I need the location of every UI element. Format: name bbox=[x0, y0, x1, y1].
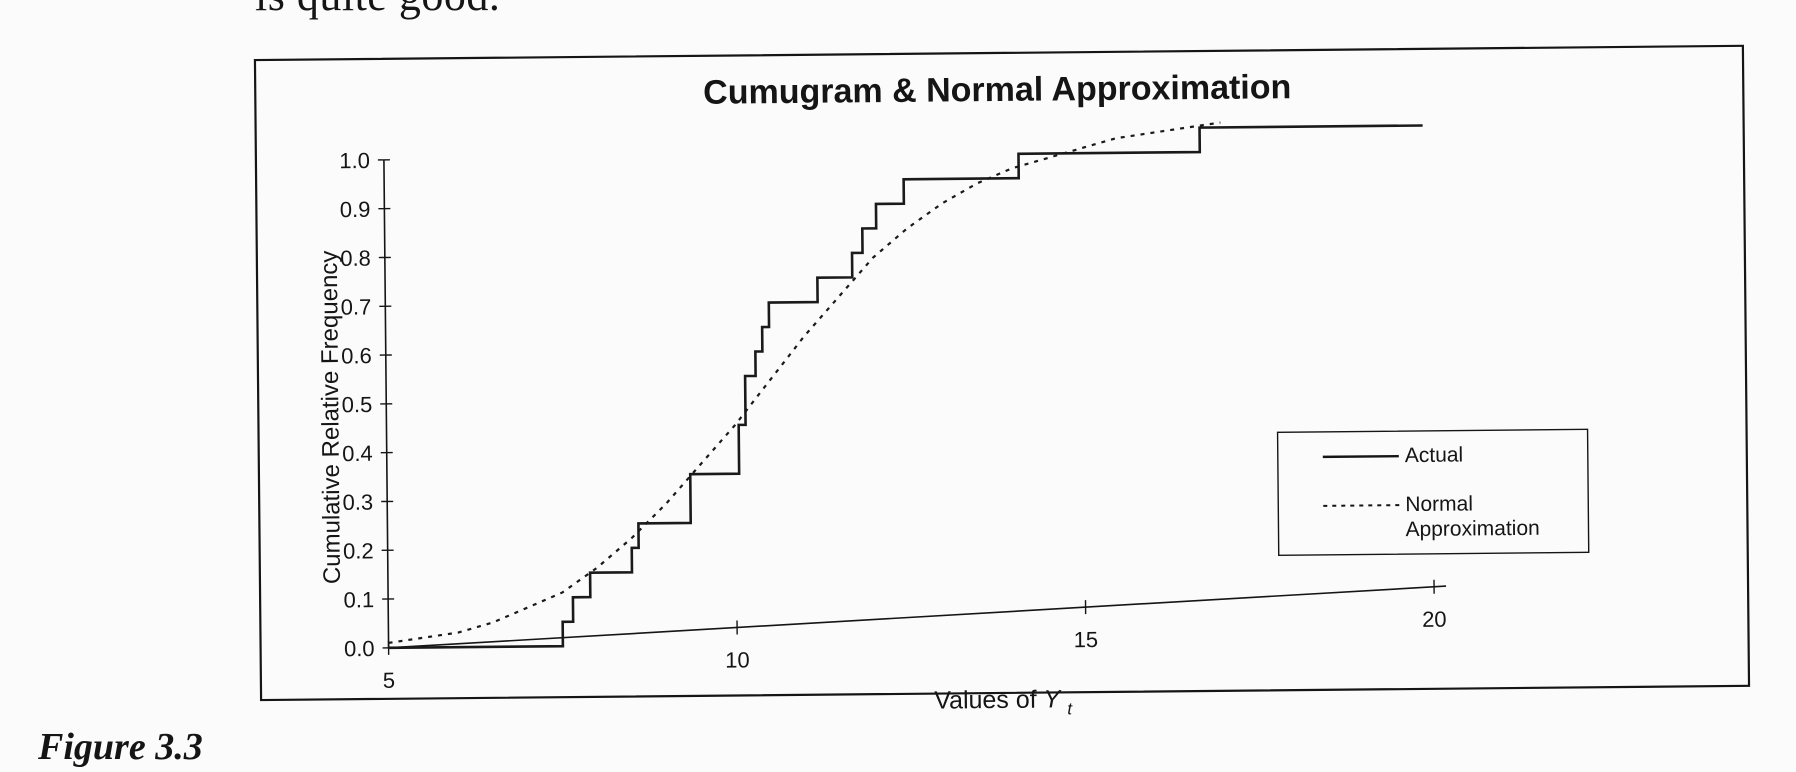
figure-label: Figure 3.3 bbox=[38, 726, 203, 768]
y-tick-label: 0.8 bbox=[340, 246, 371, 271]
legend-box bbox=[1276, 428, 1590, 556]
x-axis-line bbox=[388, 585, 1447, 649]
y-tick-label: 0.6 bbox=[341, 343, 372, 368]
plot-area: 0.0 0.1 0.2 0.3 0.4 0.5 0.6 0.7 0.8 0.9 1.0 5 10 15 20 bbox=[339, 121, 1447, 693]
x-axis-label-subscript: t bbox=[1067, 699, 1073, 718]
y-tick-label: 0.1 bbox=[343, 587, 374, 612]
x-axis-label: Values of Y t bbox=[934, 685, 1073, 719]
y-tick-label: 0.7 bbox=[341, 294, 372, 319]
y-tick-label: 0.2 bbox=[343, 538, 374, 563]
legend-label-actual: Actual bbox=[1405, 444, 1464, 468]
figure-frame bbox=[253, 44, 1751, 702]
y-axis-label: Cumulative Relative Frequency bbox=[316, 251, 346, 585]
series-line-normal-approximation bbox=[388, 121, 1221, 645]
y-tick-label: 0.9 bbox=[340, 197, 371, 222]
x-tick-label: 20 bbox=[1422, 607, 1447, 632]
legend-line-actual bbox=[1322, 454, 1399, 459]
series-line-actual bbox=[388, 124, 1423, 650]
legend: Actual Normal Approximation bbox=[1276, 428, 1590, 556]
legend-label-normal-line1: Normal bbox=[1405, 492, 1473, 516]
y-tick-label: 0.0 bbox=[344, 636, 375, 661]
legend-label-normal: Normal Approximation bbox=[1405, 492, 1540, 541]
legend-line-normal bbox=[1323, 504, 1400, 507]
y-tick-label: 0.5 bbox=[342, 392, 373, 417]
y-tick-label: 0.4 bbox=[342, 441, 373, 466]
x-axis-label-prefix: Values of bbox=[934, 686, 1044, 715]
legend-label-normal-line2: Approximation bbox=[1405, 517, 1539, 541]
y-tick-label: 0.3 bbox=[342, 490, 373, 515]
chart-title: Cumugram & Normal Approximation bbox=[703, 68, 1291, 112]
x-tick-label: 5 bbox=[383, 668, 395, 693]
y-tick-label: 1.0 bbox=[339, 148, 370, 173]
x-tick-label: 15 bbox=[1074, 627, 1099, 652]
x-tick-label: 10 bbox=[725, 647, 750, 672]
x-axis-label-symbol: Y bbox=[1043, 685, 1062, 713]
page-top-text: is quite good. bbox=[255, 0, 500, 21]
